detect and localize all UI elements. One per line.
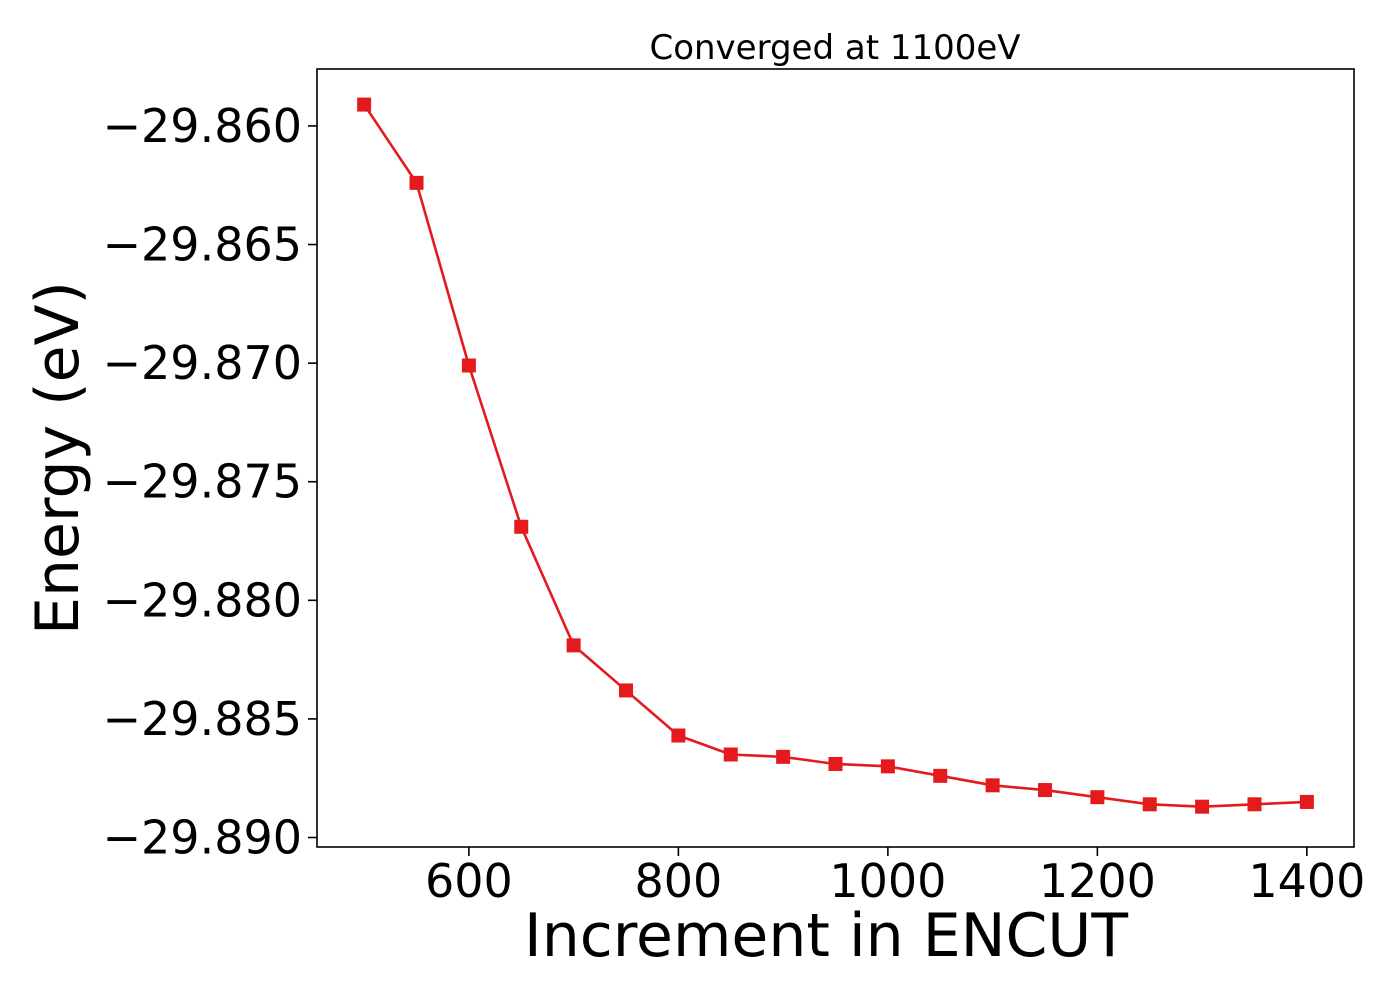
data-point [461, 358, 476, 373]
data-point [880, 759, 895, 774]
y-axis: −29.860 −29.865 −29.870 −29.875 −29.880 −29.8… [103, 99, 317, 865]
data-point [723, 747, 738, 762]
plot-frame [316, 68, 1355, 848]
data-point [566, 638, 581, 653]
data-point [357, 97, 372, 112]
data-point [1142, 797, 1157, 812]
data-point [514, 519, 529, 534]
y-tick-label: −29.880 [103, 573, 303, 627]
chart-title: Converged at 1100eV [649, 28, 1020, 68]
series-line [363, 103, 1307, 808]
y-tick-label: −29.890 [103, 811, 303, 865]
y-tick-label: −29.860 [103, 99, 303, 153]
x-tick-label: 1000 [829, 854, 946, 908]
y-tick-label: −29.885 [103, 692, 303, 746]
data-point [776, 749, 791, 764]
x-axis-label: Increment in ENCUT [524, 901, 1128, 971]
data-point [1299, 794, 1314, 809]
y-tick-label: −29.870 [103, 336, 303, 390]
data-point [1247, 797, 1262, 812]
y-tick-label: −29.865 [103, 218, 303, 272]
x-tick-label: 1200 [1039, 854, 1156, 908]
x-tick-label: 1400 [1248, 854, 1365, 908]
data-point [671, 728, 686, 743]
x-tick-label: 600 [425, 854, 513, 908]
y-axis-label: Energy (eV) [23, 281, 93, 635]
data-point [1195, 799, 1210, 814]
data-point [828, 756, 843, 771]
data-point [1037, 783, 1052, 798]
x-tick-label: 800 [634, 854, 722, 908]
data-point [409, 175, 424, 190]
data-point [1090, 790, 1105, 805]
data-point [619, 683, 634, 698]
series-layer [357, 97, 1314, 814]
data-point [985, 778, 1000, 793]
y-tick-label: −29.875 [103, 455, 303, 509]
data-point [933, 768, 948, 783]
x-axis: 600 800 1000 1200 1400 [425, 847, 1365, 908]
